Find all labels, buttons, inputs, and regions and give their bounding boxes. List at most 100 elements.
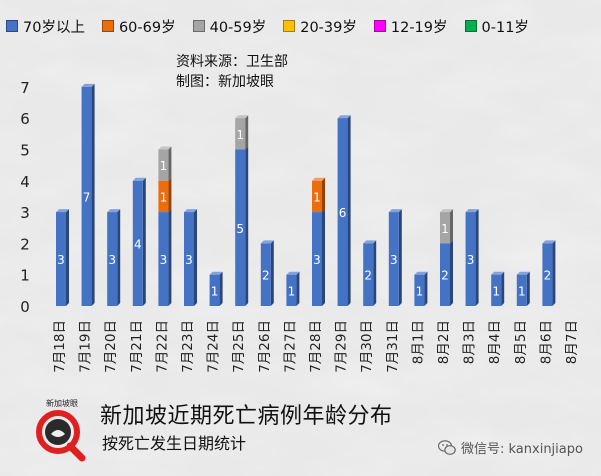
y-tick-label: 0 xyxy=(20,298,30,316)
legend-swatch xyxy=(6,20,18,32)
bar-segment xyxy=(260,243,271,306)
bar-segment xyxy=(465,212,476,306)
x-tick-label: 8月3日 xyxy=(462,320,478,364)
y-tick-label: 5 xyxy=(20,142,30,160)
x-tick-label: 7月19日 xyxy=(78,320,94,373)
x-tick-label: 7月31日 xyxy=(385,320,401,373)
bar-segment xyxy=(81,86,92,307)
y-tick-label: 7 xyxy=(20,79,30,97)
x-tick-label: 8月7日 xyxy=(564,320,580,364)
legend-label: 0-11岁 xyxy=(481,19,529,36)
x-tick-label: 7月27日 xyxy=(282,320,298,373)
chart-legend: 70岁以上 60-69岁 40-59岁 20-39岁 12-19岁 0-11岁 xyxy=(6,14,596,38)
bar-side xyxy=(270,240,274,306)
stacked-bar-chart: 0 1 2 3 4 5 6 7 3 7月18日 7 7月19日 3 7月20日 4 7月21日 3 1 1 7月22日… xyxy=(20,79,580,373)
bar-segment xyxy=(491,274,502,306)
bar-segment xyxy=(235,149,246,306)
bar-side xyxy=(322,177,325,213)
legend-item: 0-11岁 xyxy=(464,16,529,37)
legend-item: 70岁以上 xyxy=(6,16,85,37)
legend-label: 20-39岁 xyxy=(300,19,357,36)
legend-swatch xyxy=(373,20,386,32)
legend-item: 12-19岁 xyxy=(373,16,448,37)
x-tick-label: 8月6日 xyxy=(538,320,554,364)
bar-segment xyxy=(337,118,348,306)
bar-top xyxy=(516,271,530,275)
bar-segment xyxy=(388,212,399,306)
logo-text: 新加坡眼 xyxy=(46,399,78,408)
bar-value-label: 1 xyxy=(518,284,526,298)
x-tick-label: 7月24日 xyxy=(206,320,222,373)
bar-value-label: 6 xyxy=(339,206,347,220)
bar-side xyxy=(450,209,453,244)
bar-segment xyxy=(235,118,246,150)
legend-swatch xyxy=(192,20,205,32)
bar-segment xyxy=(158,180,169,213)
bar-value-label: 3 xyxy=(160,253,168,267)
bar-segment xyxy=(363,243,374,306)
legend-swatch xyxy=(464,20,477,32)
bar-top xyxy=(388,209,402,213)
credit-line: 制图：新加坡眼 xyxy=(176,74,274,90)
bar-segment xyxy=(158,212,169,306)
y-tick-label: 4 xyxy=(20,173,30,191)
bar-side xyxy=(296,271,300,306)
bar-side xyxy=(66,209,69,306)
source-line: 资料来源：卫生部 xyxy=(176,54,288,70)
bar-value-label: 2 xyxy=(262,269,270,283)
bar-value-label: 1 xyxy=(492,284,500,298)
bar-value-label: 3 xyxy=(313,253,321,267)
bar-value-label: 1 xyxy=(160,159,168,173)
bar-segment xyxy=(312,212,322,306)
bar-top xyxy=(209,271,223,275)
x-tick-label: 7月21日 xyxy=(129,320,145,373)
bar-side xyxy=(91,83,95,307)
x-tick-label: 7月20日 xyxy=(103,320,119,373)
bar-value-label: 4 xyxy=(134,237,142,251)
x-tick-label: 7月29日 xyxy=(334,320,350,373)
legend-label: 12-19岁 xyxy=(390,19,448,36)
bar-value-label: 1 xyxy=(441,222,449,236)
bar-top xyxy=(440,209,453,213)
bar-side xyxy=(501,271,505,306)
magnifier-logo-icon xyxy=(36,410,86,462)
bar-segment xyxy=(516,274,527,306)
y-tick-label: 6 xyxy=(20,110,30,128)
bar-segment xyxy=(107,212,118,306)
bar-side xyxy=(450,240,453,306)
bar-value-label: 1 xyxy=(160,190,168,204)
bar-segment xyxy=(184,212,194,306)
legend-item: 40-59岁 xyxy=(192,16,266,37)
x-tick-label: 7月26日 xyxy=(257,320,273,373)
wechat-icon xyxy=(438,439,456,455)
bar-side xyxy=(526,271,530,306)
bar-side xyxy=(168,209,172,306)
bar-value-label: 2 xyxy=(364,269,372,283)
bar-value-label: 1 xyxy=(288,284,296,298)
bar-top xyxy=(158,146,172,150)
x-tick-label: 8月1日 xyxy=(410,320,426,364)
bar-top xyxy=(337,115,351,119)
bar-side xyxy=(245,115,249,150)
legend-swatch xyxy=(101,20,114,32)
bar-top xyxy=(235,115,249,119)
x-tick-label: 8月5日 xyxy=(513,320,529,364)
y-tick-label: 2 xyxy=(20,235,30,253)
bar-value-label: 1 xyxy=(313,190,321,204)
bar-segment xyxy=(209,274,220,306)
bar-side xyxy=(168,177,172,213)
bar-segment xyxy=(312,180,322,213)
bar-value-label: 3 xyxy=(390,253,398,267)
bar-side xyxy=(142,177,146,306)
bar-value-label: 2 xyxy=(441,269,449,283)
bar-side xyxy=(219,271,223,306)
bar-side xyxy=(347,115,351,306)
bar-top xyxy=(132,177,146,181)
x-tick-label: 8月4日 xyxy=(487,320,503,364)
bar-top xyxy=(184,209,197,213)
bar-value-label: 2 xyxy=(544,269,552,283)
bar-top xyxy=(312,177,325,181)
bar-side xyxy=(117,209,121,306)
bar-segment xyxy=(158,149,169,181)
